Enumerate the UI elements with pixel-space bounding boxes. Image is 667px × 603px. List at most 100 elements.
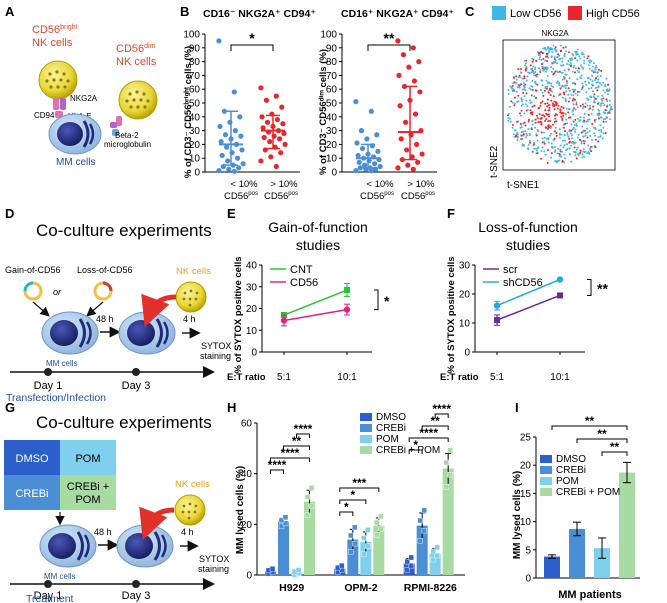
tsne-point (607, 83, 610, 86)
data-point (443, 484, 449, 490)
tsne-point (596, 71, 599, 74)
data-point (403, 119, 409, 125)
tsne-point (564, 113, 567, 116)
tsne-point (550, 85, 553, 87)
tsne-point (560, 150, 563, 153)
tsne-point (590, 150, 593, 153)
tsne-point (576, 106, 579, 109)
data-point (419, 151, 425, 157)
tsne-point (550, 82, 553, 85)
data-point (354, 140, 360, 146)
data-point (356, 159, 362, 165)
tsne-title: NKG2A (541, 29, 569, 38)
tsne-point (525, 67, 528, 70)
tsne-point (548, 106, 551, 109)
tsne-point (595, 86, 598, 89)
tsne-point (574, 57, 577, 60)
tsne-point (594, 98, 597, 100)
panel-e: E Gain-of-function studies 0 10 20 30 40 5:1 1… (227, 206, 390, 383)
tsne-point (521, 143, 524, 146)
tsne-point (576, 148, 578, 151)
tsne-point (602, 111, 605, 114)
tsne-point (582, 150, 585, 153)
tsne-point (608, 99, 611, 102)
data-point (368, 108, 374, 114)
tsne-point (527, 128, 530, 131)
tsne-point (534, 118, 537, 121)
tsne-point (584, 102, 587, 105)
tsne-point (559, 93, 562, 96)
legend-label: POM (556, 476, 579, 487)
tsne-point (601, 137, 604, 140)
tsne-point (542, 47, 545, 50)
tsne-point (564, 73, 567, 76)
tsne-point (556, 56, 559, 59)
tsne-point (588, 130, 591, 133)
timeline-dot (44, 580, 52, 588)
tsne-point (531, 57, 534, 60)
tsne-point (559, 109, 562, 112)
tsne-point (597, 81, 599, 83)
tsne-point (604, 109, 607, 111)
tsne-point (546, 105, 549, 108)
data-point (304, 494, 311, 500)
tsne-point (509, 117, 511, 120)
tsne-point (581, 82, 584, 85)
tsne-point (553, 121, 556, 123)
tsne-point (576, 94, 579, 96)
tsne-point (535, 134, 538, 137)
tsne-point (533, 147, 536, 150)
tsne-point (577, 133, 580, 136)
tsne-point (584, 106, 587, 108)
data-point (411, 78, 417, 84)
data-point (267, 139, 273, 145)
panel-b: B CD16⁻ NKG2A⁺ CD94⁺ CD16⁺ NKG2A⁺ CD94⁺ … (180, 4, 454, 202)
tsne-point (547, 113, 550, 116)
data-point (374, 132, 380, 138)
tsne-point (518, 74, 521, 77)
data-point (277, 136, 283, 142)
tsne-point (580, 140, 583, 143)
timeline-dot (132, 580, 140, 588)
tsne-point (531, 60, 534, 63)
data-point (258, 158, 264, 164)
tsne-point (526, 109, 529, 111)
i-xlabel: MM patients (558, 589, 622, 601)
tsne-point (586, 57, 589, 60)
b-left-x2b: CD56 (264, 191, 288, 202)
g-day1: Day 1 (34, 590, 63, 602)
data-point (224, 144, 230, 150)
b-right-x1b: CD56 (360, 191, 384, 202)
tsne-point (554, 160, 557, 163)
tsne-point (587, 118, 589, 121)
tsne-point (594, 138, 597, 141)
data-point (304, 512, 311, 518)
tsne-point (534, 121, 537, 124)
tsne-point (600, 129, 603, 131)
tsne-point (538, 51, 541, 54)
tsne-point (521, 88, 524, 91)
tsne-point (594, 134, 596, 137)
tsne-point (567, 135, 570, 138)
tsne-point (522, 130, 525, 133)
bar (347, 539, 359, 575)
tsne-point (520, 126, 523, 129)
tsne-point (565, 90, 567, 93)
tsne-point (525, 79, 528, 82)
tsne-point (511, 84, 514, 87)
series-line (496, 278, 561, 307)
tsne-point (562, 107, 565, 109)
tsne-point (567, 68, 570, 71)
tsne-point (562, 146, 565, 149)
tsne-point (546, 82, 549, 85)
tsne-point (555, 50, 558, 53)
data-point (269, 566, 276, 572)
tsne-point (602, 89, 605, 92)
tsne-point (601, 94, 604, 97)
tsne-point (542, 69, 545, 72)
b-left-x1-sup: pos (248, 191, 258, 197)
panel-a: A CD56bright NK cells CD56dim NK cells (5, 4, 158, 168)
y-tick-label: 10 (326, 154, 338, 165)
data-point (404, 558, 410, 565)
